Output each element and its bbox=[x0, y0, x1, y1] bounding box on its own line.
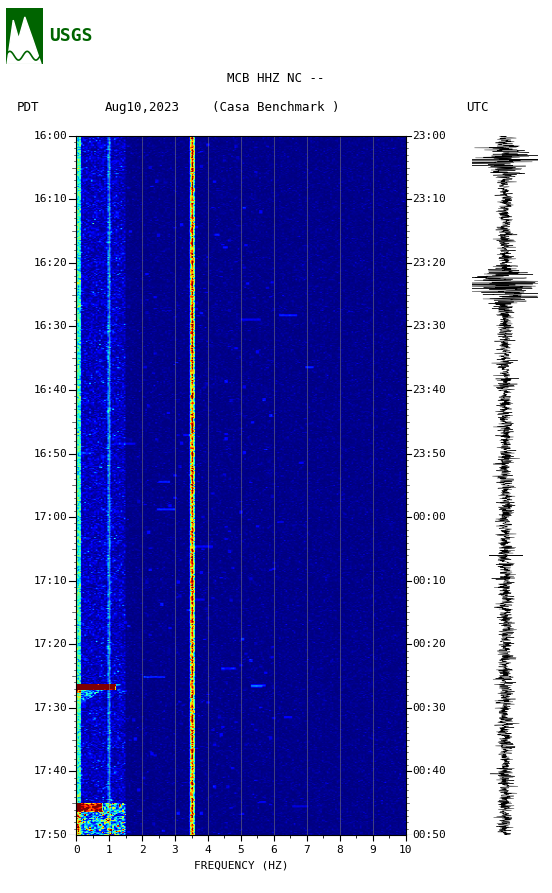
Text: (Casa Benchmark ): (Casa Benchmark ) bbox=[213, 102, 339, 114]
Text: Aug10,2023: Aug10,2023 bbox=[105, 102, 180, 114]
Text: 23:50: 23:50 bbox=[412, 448, 446, 459]
Text: 00:50: 00:50 bbox=[412, 830, 446, 840]
Text: 16:40: 16:40 bbox=[33, 385, 67, 395]
Text: 17:00: 17:00 bbox=[33, 512, 67, 522]
Text: 16:50: 16:50 bbox=[33, 448, 67, 459]
Text: 16:10: 16:10 bbox=[33, 195, 67, 204]
Text: 23:00: 23:00 bbox=[412, 130, 446, 141]
Text: UTC: UTC bbox=[466, 102, 489, 114]
Text: 00:00: 00:00 bbox=[412, 512, 446, 522]
Text: USGS: USGS bbox=[49, 27, 92, 45]
Text: 17:20: 17:20 bbox=[33, 639, 67, 649]
FancyBboxPatch shape bbox=[6, 7, 43, 63]
Text: 16:30: 16:30 bbox=[33, 321, 67, 331]
Text: 23:40: 23:40 bbox=[412, 385, 446, 395]
Polygon shape bbox=[7, 17, 41, 63]
Text: 00:40: 00:40 bbox=[412, 766, 446, 776]
Text: 17:50: 17:50 bbox=[33, 830, 67, 840]
Text: 17:40: 17:40 bbox=[33, 766, 67, 776]
Text: 23:30: 23:30 bbox=[412, 321, 446, 331]
X-axis label: FREQUENCY (HZ): FREQUENCY (HZ) bbox=[194, 861, 288, 871]
Text: MCB HHZ NC --: MCB HHZ NC -- bbox=[227, 72, 325, 85]
Text: 23:20: 23:20 bbox=[412, 258, 446, 268]
Text: 00:20: 00:20 bbox=[412, 639, 446, 649]
Text: 16:00: 16:00 bbox=[33, 130, 67, 141]
Text: 00:10: 00:10 bbox=[412, 576, 446, 586]
Text: 23:10: 23:10 bbox=[412, 195, 446, 204]
Text: 00:30: 00:30 bbox=[412, 703, 446, 713]
Text: 17:10: 17:10 bbox=[33, 576, 67, 586]
Text: PDT: PDT bbox=[17, 102, 39, 114]
Text: 16:20: 16:20 bbox=[33, 258, 67, 268]
Text: 17:30: 17:30 bbox=[33, 703, 67, 713]
